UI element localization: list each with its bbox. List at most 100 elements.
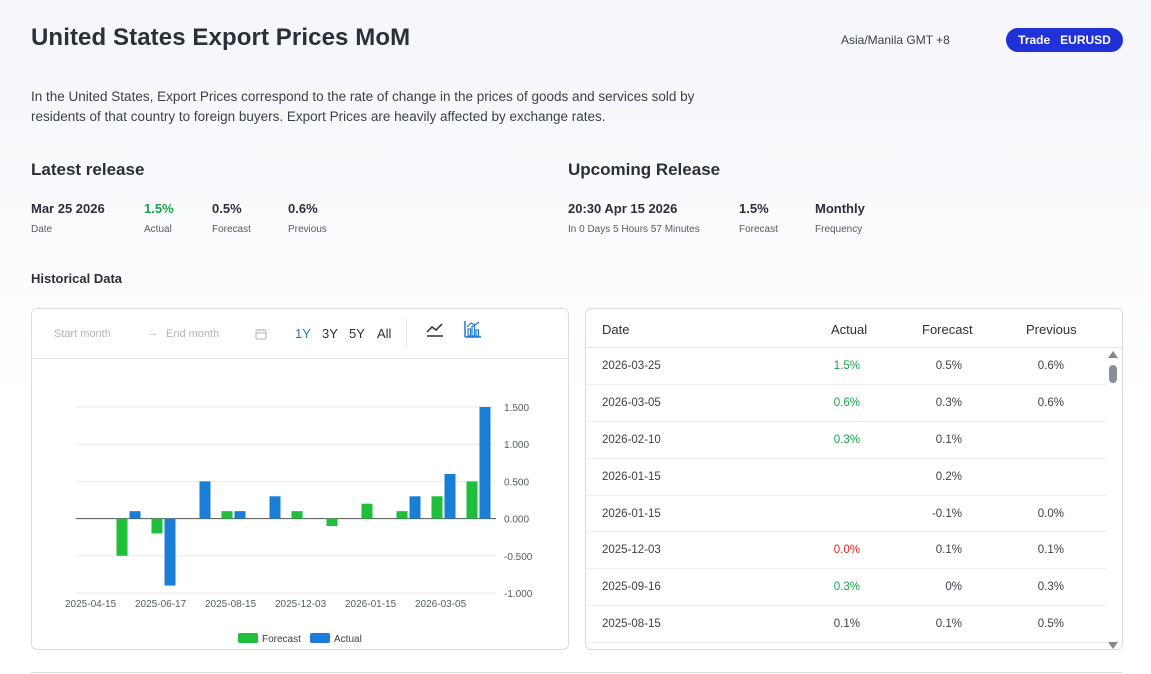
trade-button[interactable]: Trade EURUSD [1006,28,1123,52]
range-5y-button[interactable]: 5Y [349,326,365,341]
cell-date: 2026-03-05 [602,396,661,409]
cell-forecast: 0.1% [935,618,962,631]
start-month-input[interactable]: Start month [54,328,111,340]
table-row[interactable]: 2025-08-15 0.1% 0.1% 0.5% [586,606,1107,644]
latest-date-value: Mar 25 2026 [31,201,105,216]
actual-bar[interactable] [129,511,141,519]
latest-date-label: Date [31,224,53,235]
cell-date: 2026-01-15 [602,470,661,483]
forecast-legend-label[interactable]: Forecast [262,634,301,645]
table-row[interactable]: 2026-01-15 0.2% [586,459,1107,496]
line-chart-icon[interactable] [426,322,444,338]
upcoming-forecast-value: 1.5% [739,201,769,216]
actual-bar[interactable] [164,518,176,586]
table-row[interactable]: 2026-03-05 0.6% 0.3% 0.6% [586,385,1107,422]
actual-bar[interactable] [199,481,211,519]
x-tick-label: 2025-06-17 [135,599,187,610]
y-tick-label: -1.000 [504,589,533,600]
upcoming-forecast-label: Forecast [739,224,778,235]
actual-bar[interactable] [234,511,246,519]
col-header-date[interactable]: Date [602,322,630,337]
latest-actual-label: Actual [144,224,172,235]
latest-actual-stat: 1.5% Actual [144,201,174,235]
upcoming-forecast-stat: 1.5% Forecast [739,201,778,235]
range-1y-button[interactable]: 1Y [295,326,311,341]
table-scrollbar[interactable] [1108,351,1118,649]
historical-data-heading: Historical Data [31,271,123,286]
indicator-description: In the United States, Export Prices corr… [31,89,695,124]
cell-previous: 0.6% [1037,396,1064,409]
range-all-button[interactable]: All [377,326,392,341]
timezone-label[interactable]: Asia/Manila GMT +8 [841,33,950,47]
forecast-bar[interactable] [221,511,233,519]
cell-forecast: -0.1% [931,507,962,520]
upcoming-time-stat: 20:30 Apr 15 2026 In 0 Days 5 Hours 57 M… [568,201,700,235]
bar-chart-icon[interactable] [464,320,482,338]
cell-date: 2026-01-15 [602,507,661,520]
x-tick-label: 2025-04-15 [65,599,117,610]
actual-bar[interactable] [479,407,491,519]
cell-forecast: 0.3% [935,396,962,409]
range-arrow-icon: → [147,327,158,339]
cell-actual: 0.1% [833,618,860,631]
table-header-row: Date Actual Forecast Previous [586,309,1122,348]
footer-divider [31,672,1123,673]
latest-forecast-stat: 0.5% Forecast [212,201,251,235]
table-row[interactable]: 2026-03-25 1.5% 0.5% 0.6% [586,348,1107,385]
range-3y-button[interactable]: 3Y [322,326,338,341]
x-tick-label: 2026-01-15 [345,599,397,610]
scroll-down-arrow-icon[interactable] [1108,642,1118,649]
latest-previous-label: Previous [288,224,327,235]
forecast-bar[interactable] [326,518,338,527]
end-month-input[interactable]: End month [166,328,220,340]
table-row[interactable]: 2025-12-03 0.0% 0.1% 0.1% [586,532,1107,570]
latest-previous-value: 0.6% [288,201,318,216]
x-tick-label: 2025-08-15 [205,599,257,610]
cell-previous: 0.3% [1037,581,1064,594]
trade-label: Trade [1018,33,1051,47]
chart-panel: Start month → End month 1Y 3Y 5Y All 1.5… [31,308,569,650]
col-header-forecast[interactable]: Forecast [922,322,973,337]
forecast-bar[interactable] [151,518,163,534]
forecast-legend-swatch [238,633,258,643]
actual-legend-label[interactable]: Actual [334,634,362,645]
table-row[interactable]: 2026-02-10 0.3% 0.1% [586,422,1107,459]
cell-previous: 0.5% [1037,618,1064,631]
chart-toolbar: Start month → End month 1Y 3Y 5Y All [32,309,568,359]
calendar-icon[interactable] [255,328,267,340]
upcoming-time-value: 20:30 Apr 15 2026 [568,201,678,216]
forecast-bar[interactable] [466,481,478,519]
actual-legend-swatch [310,633,330,643]
col-header-actual[interactable]: Actual [831,322,868,337]
forecast-bar[interactable] [116,518,128,556]
historical-bar-chart[interactable]: 1.500 1.000 0.500 0.000 -0.500 -1.000 2025-04-… [32,359,568,649]
y-tick-label: 1.000 [504,440,529,451]
forecast-bar[interactable] [361,503,373,519]
x-tick-label: 2026-03-05 [415,599,467,610]
latest-actual-value: 1.5% [144,201,174,216]
forecast-bar[interactable] [291,511,303,519]
col-header-previous[interactable]: Previous [1026,322,1077,337]
upcoming-release-heading: Upcoming Release [568,160,721,179]
forecast-bar[interactable] [396,511,408,519]
forecast-bar[interactable] [431,496,443,519]
cell-actual: 0.3% [833,433,860,446]
latest-date-stat: Mar 25 2026 Date [31,201,105,235]
latest-release-heading: Latest release [31,160,145,179]
cell-forecast: 0.1% [935,433,962,446]
table-body: 2026-03-25 1.5% 0.5% 0.6% 2026-03-05 0.6% 0.3%… [586,348,1122,644]
cell-date: 2026-03-25 [602,360,661,372]
table-row[interactable]: 2025-09-16 0.3% 0% 0.3% [586,569,1107,607]
actual-bar[interactable] [444,473,456,519]
upcoming-frequency-value: Monthly [815,201,865,216]
cell-forecast: 0.5% [935,360,962,372]
table-row[interactable]: 2026-01-15 -0.1% 0.0% [586,496,1107,533]
actual-bar[interactable] [409,496,421,519]
y-tick-label: 1.500 [504,403,529,414]
scroll-up-arrow-icon[interactable] [1108,351,1118,358]
actual-bar[interactable] [269,496,281,519]
cell-forecast: 0.1% [935,544,962,557]
cell-date: 2026-02-10 [602,433,661,446]
latest-forecast-label: Forecast [212,224,251,235]
scrollbar-thumb[interactable] [1109,365,1117,383]
